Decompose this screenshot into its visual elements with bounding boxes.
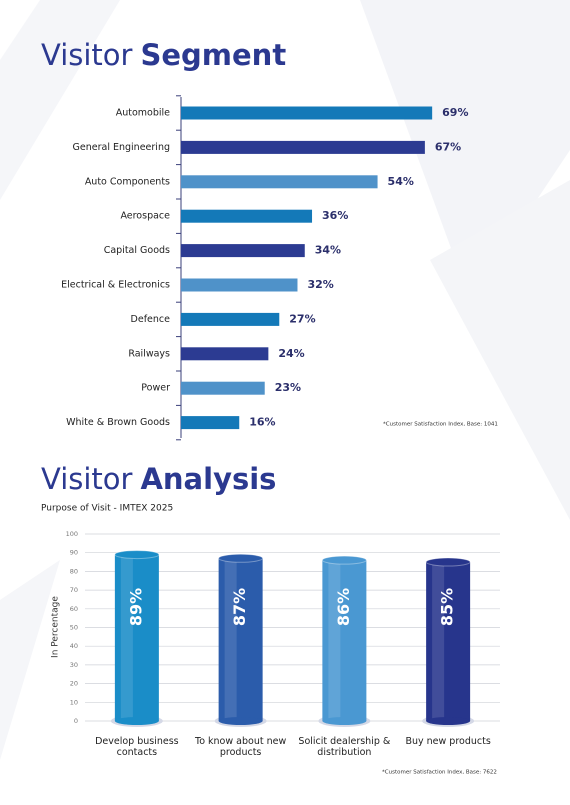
x-tick-label: Develop business contacts [95,736,179,758]
title-part: Segment [140,38,286,72]
bar-highlight [328,560,341,721]
bar [181,278,298,292]
value-label: 87% [230,588,249,626]
bar-bottom [114,717,159,725]
y-tick-label: 70 [70,586,78,594]
category-label: Electrical & Electronics [61,280,170,291]
y-tick-label: 50 [70,624,78,632]
category-label: Capital Goods [104,245,170,256]
bar-top [218,553,264,563]
bar-bottom [322,717,367,725]
bar [426,562,471,721]
bar-highlight [432,562,445,721]
y-tick-label: 20 [70,680,78,688]
value-label: 32% [307,278,333,291]
bar [181,140,425,154]
chart-title: Visitor Analysis [41,462,276,496]
y-tick-label: 80 [70,567,78,575]
note: *Customer Satisfaction Index, Base: 1041 [383,422,498,428]
category-label: Defence [131,314,171,325]
y-tick-label: 0 [74,717,78,725]
category-label: Aerospace [120,211,170,222]
value-label: 69% [442,106,468,119]
y-tick-label: 60 [70,605,78,613]
category-label: Automobile [116,108,170,119]
x-tick-label: To know about new products [195,736,287,758]
category-label: Power [141,383,170,394]
x-tick-label: Buy new products [405,736,491,747]
value-label: 89% [126,588,145,626]
category-label: General Engineering [73,142,170,153]
bar [322,560,367,721]
title-part: Analysis [140,462,276,496]
value-label: 67% [435,140,461,153]
bar [181,416,240,430]
value-label: 85% [438,588,457,626]
subtitle: Purpose of Visit - IMTEX 2025 [41,504,173,514]
y-tick-label: 40 [70,642,78,650]
bar-highlight [120,554,133,721]
bg-shape [0,560,60,760]
bg-shape [0,0,120,200]
value-label: 34% [315,244,341,257]
bar [181,381,265,395]
y-tick-label: 10 [70,698,78,706]
bar-top [114,550,160,560]
value-label: 36% [322,209,348,222]
category-label: Railways [128,348,170,359]
title-part: Visitor [41,38,133,72]
bar-bottom [426,717,471,725]
bar [181,244,305,258]
bar [114,554,159,721]
bar-bottom [218,717,263,725]
bar [181,347,269,361]
value-label: 16% [249,416,275,429]
bar [181,209,313,223]
bar [181,106,433,120]
title-part: Visitor [41,462,133,496]
bar-highlight [224,558,237,721]
value-label: 54% [388,175,414,188]
bg-shape [430,180,570,520]
y-tick-label: 30 [70,661,78,669]
value-label: 24% [278,347,304,360]
chart-title: Visitor Segment [41,38,286,72]
y-tick-label: 90 [70,549,78,557]
bar-top [321,555,367,565]
bar [181,312,280,326]
category-label: White & Brown Goods [66,417,170,428]
x-tick-label: Solicit dealership & distribution [298,736,391,758]
y-axis-label: In Percentage [51,596,61,658]
value-label: 27% [289,312,315,325]
bar [218,558,263,721]
note: *Customer Satisfaction Index, Base: 7622 [382,770,497,776]
y-tick-label: 100 [66,530,78,538]
value-label: 23% [275,381,301,394]
bar [181,175,378,189]
value-label: 86% [334,588,353,626]
category-label: Auto Components [85,176,170,187]
bar-top [425,557,471,567]
